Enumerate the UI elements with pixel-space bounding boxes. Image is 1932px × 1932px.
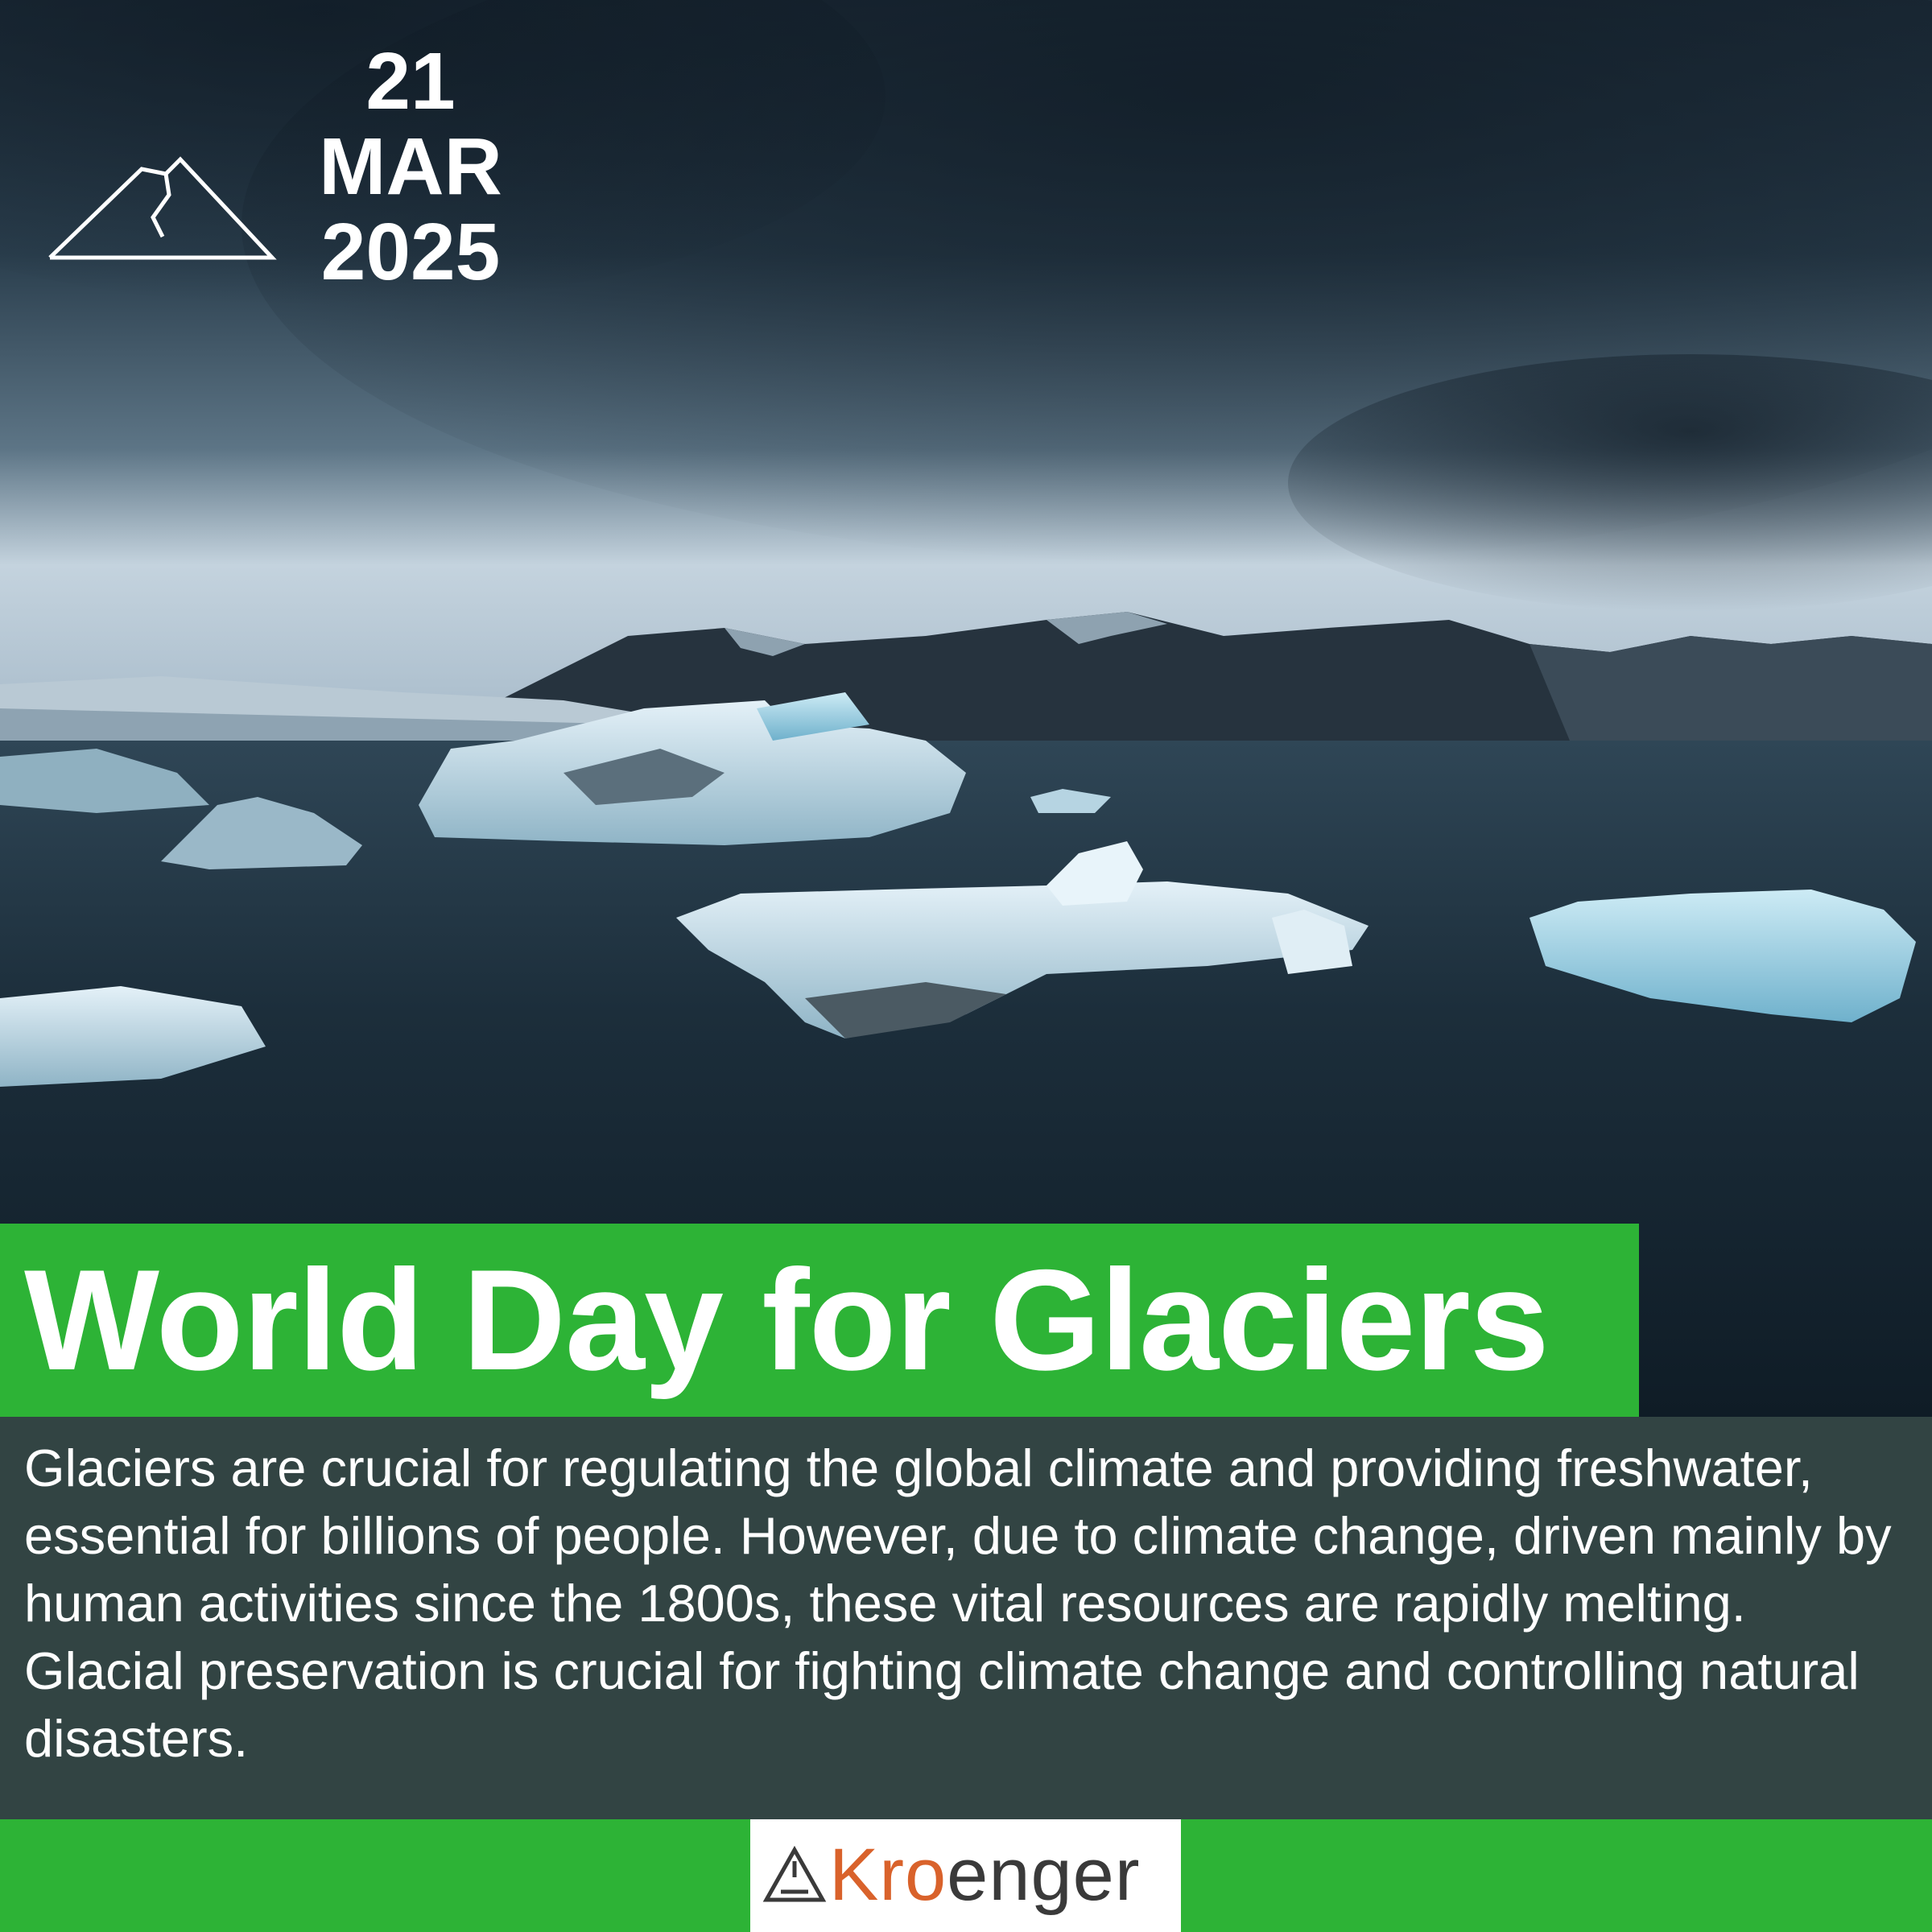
brand-name-part1: Kro [829, 1834, 947, 1916]
title-banner [0, 1224, 1639, 1417]
event-date: 21 MAR 2025 [266, 39, 555, 295]
description-panel [0, 1417, 1932, 1819]
glacier-lagoon-photo [0, 0, 1932, 1417]
date-year: 2025 [320, 207, 501, 297]
page-title: World Day for Glaciers [24, 1240, 1550, 1400]
brand-name: Kroenger [829, 1831, 1140, 1919]
recycle-triangle-icon [762, 1845, 827, 1902]
brand-logo: Kroenger [750, 1819, 1181, 1932]
date-month: MAR [319, 122, 502, 212]
description-text: Glaciers are crucial for regulating the … [24, 1439, 1892, 1768]
mountain-icon [48, 156, 277, 260]
date-day: 21 [365, 36, 456, 126]
brand-name-part2: enger [947, 1834, 1141, 1916]
